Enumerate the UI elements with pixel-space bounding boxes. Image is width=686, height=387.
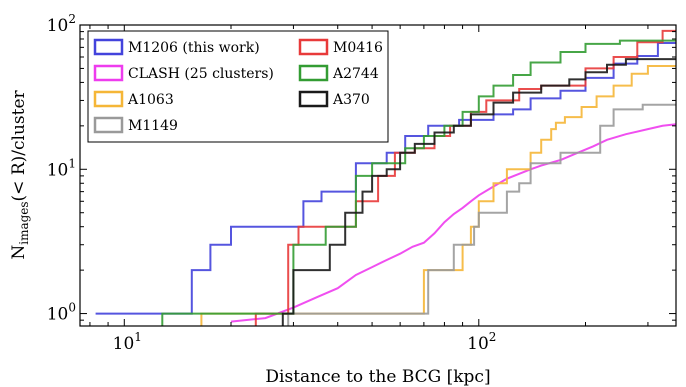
legend-swatch-clash-25-clusters — [93, 64, 124, 82]
y-axis-label-tail: (< R)/cluster — [9, 89, 29, 201]
y-tick-label-1: 101 — [47, 156, 76, 180]
legend-swatch-m0416 — [298, 38, 329, 56]
legend-label-m1206-this-work: M1206 (this work) — [128, 40, 260, 56]
legend-label-m0416: M0416 — [333, 40, 383, 56]
y-axis-label-subscript: images — [17, 201, 31, 244]
series-layer — [95, 29, 676, 326]
series-line-clash-25-clusters — [230, 123, 676, 323]
legend-label-a370: A370 — [332, 92, 370, 108]
y-axis-label-main: N — [9, 245, 29, 260]
legend: M1206 (this work) CLASH (25 clusters) A106… — [87, 30, 389, 143]
y-axis-label: Nimages(< R)/cluster — [9, 89, 31, 259]
legend-label-a1063: A1063 — [127, 92, 174, 108]
y-tick-label-2: 102 — [47, 12, 76, 36]
y-tick-label-0: 100 — [47, 301, 76, 325]
legend-swatch-a1063 — [93, 90, 124, 108]
series-line-m1149 — [287, 103, 676, 326]
x-tick-label-1: 101 — [113, 330, 142, 354]
series-line-a370 — [281, 58, 676, 326]
legend-box — [87, 30, 389, 143]
legend-label-m1149: M1149 — [128, 118, 178, 134]
x-tick-label-2: 102 — [467, 330, 496, 354]
plot-frame — [79, 24, 677, 327]
legend-swatch-a2744 — [298, 64, 329, 82]
legend-label-clash-25-clusters: CLASH (25 clusters) — [128, 66, 274, 82]
legend-label-a2744: A2744 — [332, 66, 379, 82]
legend-swatch-m1149 — [93, 116, 124, 134]
legend-swatch-a370 — [298, 90, 329, 108]
legend-swatch-m1206-this-work — [93, 38, 124, 56]
x-axis-label: Distance to the BCG [kpc] — [265, 367, 490, 387]
